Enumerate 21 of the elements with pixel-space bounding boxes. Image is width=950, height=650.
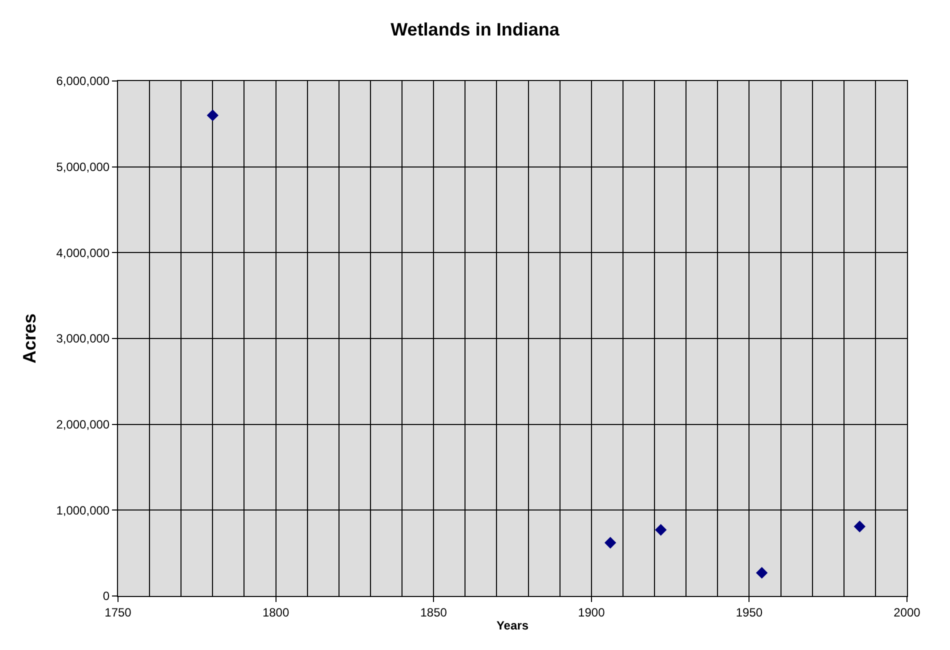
y-tick-label: 3,000,000 <box>56 332 110 346</box>
x-tick-label: 1800 <box>262 605 290 620</box>
x-tick-label: 1850 <box>420 605 448 620</box>
point <box>654 524 667 536</box>
y-axis-title: Acres <box>19 313 40 364</box>
point <box>756 566 768 579</box>
x-tick-label: 1750 <box>104 605 132 620</box>
y-tick-label: 2,000,000 <box>56 418 110 432</box>
x-axis-title: Years <box>496 618 529 632</box>
point <box>854 520 866 532</box>
y-tick-label: 4,000,000 <box>56 246 110 260</box>
y-tick-label: 0 <box>102 589 110 604</box>
x-tick-label: 1950 <box>736 605 763 620</box>
y-tick-label: 5,000,000 <box>56 160 110 174</box>
x-tick-label: 1900 <box>578 605 606 620</box>
chart-title: Wetlands in Indiana <box>390 19 560 40</box>
y-tick-label: 6,000,000 <box>56 74 110 88</box>
point <box>206 109 219 122</box>
y-tick-label: 1,000,000 <box>56 503 110 518</box>
x-tick-label: 2000 <box>894 605 921 620</box>
point <box>604 536 616 549</box>
